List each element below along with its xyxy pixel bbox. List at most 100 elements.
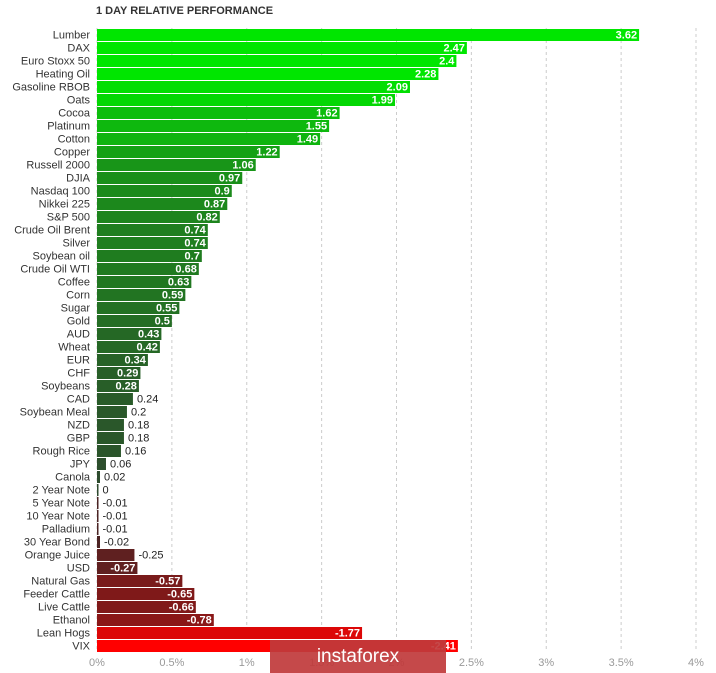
value-label: -0.25 — [138, 549, 163, 561]
bar — [97, 237, 208, 249]
y-tick-label: VIX — [72, 640, 90, 652]
value-label: 2.4 — [439, 55, 455, 67]
bar — [97, 419, 124, 431]
value-label: -0.01 — [103, 510, 128, 522]
bar — [97, 380, 139, 392]
value-label: 0.2 — [131, 406, 146, 418]
bar — [97, 81, 410, 93]
bar — [97, 393, 133, 405]
value-label: 1.49 — [297, 133, 318, 145]
bar — [97, 107, 340, 119]
y-tick-label: Euro Stoxx 50 — [21, 55, 90, 67]
y-tick-label: Silver — [62, 237, 90, 249]
y-tick-label: Russell 2000 — [26, 159, 90, 171]
bar — [97, 224, 208, 236]
value-label: 0.5 — [155, 315, 170, 327]
bar — [97, 302, 180, 314]
bar — [97, 55, 457, 67]
bar — [97, 549, 135, 561]
bar — [97, 562, 138, 574]
x-tick-label: 1% — [239, 657, 255, 669]
y-tick-label: EUR — [67, 354, 90, 366]
value-label: -0.01 — [103, 497, 128, 509]
y-tick-label: 5 Year Note — [33, 497, 91, 509]
y-tick-label: Lean Hogs — [37, 627, 91, 639]
y-tick-label: CHF — [67, 367, 90, 379]
y-tick-label: DAX — [67, 42, 90, 54]
bar — [97, 263, 199, 275]
y-tick-label: Gasoline RBOB — [12, 81, 90, 93]
y-tick-label: Copper — [54, 146, 90, 158]
bar — [97, 146, 280, 158]
bar — [97, 341, 160, 353]
value-label: 0.68 — [175, 263, 196, 275]
value-label: -0.78 — [187, 614, 212, 626]
value-label: -0.65 — [167, 588, 192, 600]
value-label: 0.55 — [156, 302, 177, 314]
value-label: 0.82 — [196, 211, 217, 223]
value-label: 2.47 — [443, 42, 464, 54]
bar — [97, 42, 467, 54]
value-label: 2.28 — [415, 68, 436, 80]
x-tick-label: 2.5% — [459, 657, 484, 669]
y-tick-label: Cotton — [58, 133, 90, 145]
value-label: 2.09 — [387, 81, 408, 93]
value-label: 0.43 — [138, 328, 159, 340]
value-label: -0.02 — [104, 536, 129, 548]
x-tick-label: 4% — [688, 657, 704, 669]
value-label: 0.63 — [168, 276, 189, 288]
bar — [97, 211, 220, 223]
value-label: 0.74 — [184, 237, 206, 249]
bar — [97, 328, 162, 340]
chart-title: 1 DAY RELATIVE PERFORMANCE — [96, 5, 273, 17]
value-label: -1.77 — [335, 627, 360, 639]
bar — [97, 536, 100, 548]
bar — [97, 601, 196, 613]
y-tick-label: Crude Oil WTI — [20, 263, 90, 275]
bar — [97, 575, 183, 587]
bar — [97, 510, 99, 522]
y-tick-label: Feeder Cattle — [23, 588, 90, 600]
value-label: -0.01 — [103, 523, 128, 535]
bar — [97, 94, 396, 106]
y-tick-label: 30 Year Bond — [24, 536, 90, 548]
y-tick-label: Oats — [67, 94, 91, 106]
bar — [97, 627, 363, 639]
y-tick-label: JPY — [70, 458, 91, 470]
value-label: 1.62 — [316, 107, 337, 119]
bar — [97, 315, 172, 327]
y-tick-label: GBP — [67, 432, 90, 444]
bar — [97, 172, 243, 184]
value-label: 0.34 — [124, 354, 146, 366]
bar — [97, 432, 124, 444]
y-tick-label: Sugar — [61, 302, 91, 314]
y-tick-label: Corn — [66, 289, 90, 301]
value-label: 0.29 — [117, 367, 138, 379]
y-tick-label: Crude Oil Brent — [14, 224, 90, 236]
value-label: 0.7 — [185, 250, 200, 262]
y-tick-label: Orange Juice — [25, 549, 90, 561]
value-label: 0.74 — [184, 224, 206, 236]
bar — [97, 445, 121, 457]
bar — [97, 289, 186, 301]
y-tick-label: USD — [67, 562, 90, 574]
bar — [97, 354, 148, 366]
y-tick-label: Canola — [55, 471, 91, 483]
value-label: 0.02 — [104, 471, 125, 483]
value-label: 0.87 — [204, 198, 225, 210]
y-tick-label: Wheat — [58, 341, 90, 353]
y-tick-label: Gold — [67, 315, 90, 327]
y-tick-label: Live Cattle — [38, 601, 90, 613]
bar — [97, 250, 202, 262]
bar — [97, 185, 232, 197]
y-tick-label: 2 Year Note — [33, 484, 91, 496]
y-tick-label: DJIA — [66, 172, 91, 184]
x-tick-label: 3.5% — [609, 657, 634, 669]
bar — [97, 497, 99, 509]
value-label: -0.57 — [155, 575, 180, 587]
y-tick-label: Lumber — [53, 29, 91, 41]
y-tick-label: Palladium — [42, 523, 90, 535]
value-label: 1.06 — [232, 159, 253, 171]
y-tick-label: Ethanol — [53, 614, 90, 626]
value-label: 1.55 — [306, 120, 327, 132]
